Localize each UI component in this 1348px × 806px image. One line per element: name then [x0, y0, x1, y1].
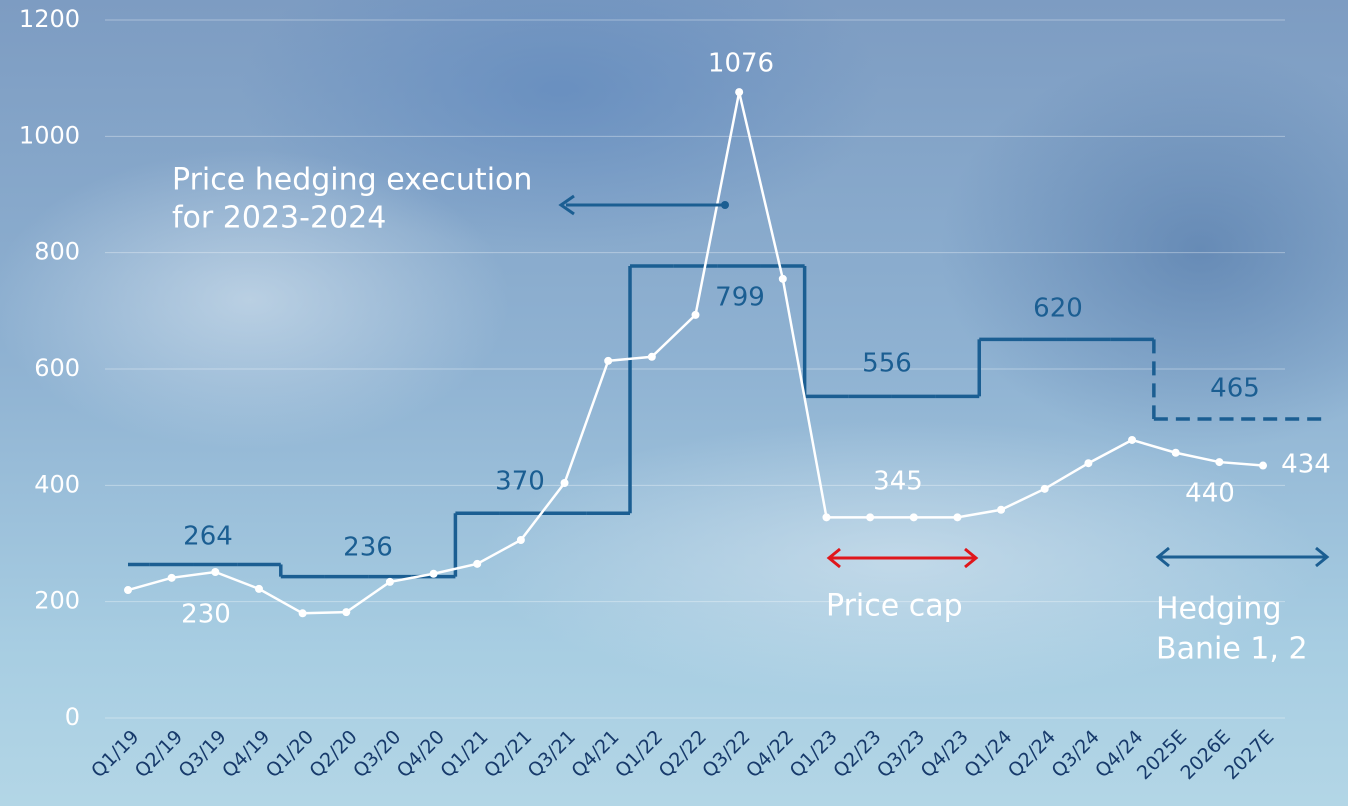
annotation: for 2023-2024	[172, 201, 386, 236]
point	[1040, 484, 1049, 493]
arrow-head	[826, 547, 841, 569]
y-tick-label: 800	[34, 238, 80, 266]
annotation: 434	[1281, 450, 1331, 480]
annotation: 465	[1210, 374, 1260, 404]
point	[909, 513, 918, 522]
point	[1171, 448, 1180, 457]
point	[167, 573, 176, 582]
y-tick-label: 400	[34, 470, 80, 498]
point	[866, 513, 875, 522]
point	[953, 513, 962, 522]
point	[211, 568, 220, 577]
annotation: Price hedging execution	[172, 163, 532, 198]
annotation: 1076	[708, 49, 774, 79]
point	[124, 586, 132, 595]
point	[1215, 458, 1224, 467]
annotation: Hedging	[1156, 592, 1282, 627]
y-tick-label: 600	[34, 354, 80, 382]
point	[342, 608, 351, 617]
annotation: 799	[715, 283, 765, 313]
point	[473, 559, 482, 568]
annotation: 345	[873, 467, 923, 497]
point	[691, 310, 700, 319]
arrow-head	[1155, 546, 1170, 568]
point	[429, 569, 438, 578]
point	[1259, 461, 1267, 470]
arrow-head	[964, 547, 979, 569]
annotation: 370	[495, 467, 545, 497]
point	[735, 88, 744, 97]
annotation: 236	[343, 533, 393, 563]
point	[647, 352, 656, 361]
point	[560, 479, 569, 488]
point	[1128, 435, 1137, 444]
point	[298, 609, 307, 618]
point	[1084, 459, 1093, 468]
annotation: Banie 1, 2	[1156, 632, 1308, 667]
annotation: 556	[862, 349, 912, 379]
arrow-head	[1315, 546, 1330, 568]
annotation: 230	[181, 600, 231, 630]
cloud	[480, 420, 1320, 700]
arrow-head	[558, 194, 575, 216]
point	[997, 505, 1006, 514]
annotation: 620	[1033, 294, 1083, 324]
point	[254, 584, 263, 593]
cloud	[0, 150, 510, 450]
cloud	[940, 50, 1348, 450]
point	[385, 577, 394, 586]
y-tick-label: 1000	[19, 121, 80, 149]
point	[604, 356, 613, 365]
annotation: 264	[183, 522, 233, 552]
arrows	[558, 194, 1330, 569]
point	[516, 536, 525, 545]
annotation: 440	[1185, 479, 1235, 509]
point	[822, 513, 831, 522]
point	[778, 274, 787, 283]
y-tick-label: 1200	[19, 5, 80, 33]
arrow-dot	[721, 201, 729, 209]
y-tick-label: 200	[34, 587, 80, 615]
annotation: Price cap	[826, 589, 963, 624]
y-tick-label: 0	[65, 703, 80, 731]
